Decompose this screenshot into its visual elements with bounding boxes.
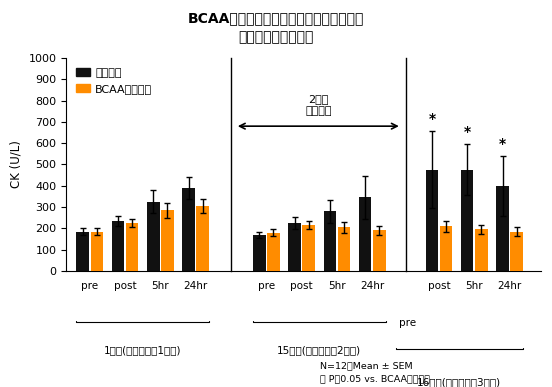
Bar bbox=[197, 206, 209, 271]
Bar bbox=[359, 197, 371, 271]
Bar bbox=[76, 231, 89, 271]
Bar bbox=[475, 229, 487, 271]
Text: N=12，Mean ± SEM
＊ P＜0.05 vs. BCAA含有飲料: N=12，Mean ± SEM ＊ P＜0.05 vs. BCAA含有飲料 bbox=[320, 361, 430, 383]
Legend: プラセボ, BCAA含有飲料: プラセボ, BCAA含有飲料 bbox=[72, 63, 157, 98]
Text: 15日目(トライアル2回目): 15日目(トライアル2回目) bbox=[277, 346, 362, 355]
Bar bbox=[267, 233, 280, 271]
Bar bbox=[288, 223, 301, 271]
Bar bbox=[496, 186, 509, 271]
Text: *: * bbox=[499, 137, 506, 151]
Bar bbox=[126, 223, 139, 271]
Bar bbox=[253, 235, 266, 271]
Bar bbox=[182, 188, 195, 271]
Bar bbox=[323, 211, 336, 271]
Text: 2週間
継続摂取: 2週間 継続摂取 bbox=[305, 94, 332, 115]
Text: pre: pre bbox=[399, 318, 416, 328]
Text: BCAA含有飲料の継続摂取が連続運動時の
筋損傷に及ぼす影響: BCAA含有飲料の継続摂取が連続運動時の 筋損傷に及ぼす影響 bbox=[188, 12, 364, 44]
Text: 1日目(トライアル1回目): 1日目(トライアル1回目) bbox=[104, 346, 182, 355]
Bar bbox=[161, 210, 174, 271]
Text: 16日目(トライアル3回目): 16日目(トライアル3回目) bbox=[417, 377, 501, 387]
Bar bbox=[511, 231, 523, 271]
Bar bbox=[440, 226, 452, 271]
Text: *: * bbox=[464, 125, 471, 139]
Bar bbox=[147, 202, 160, 271]
Text: *: * bbox=[428, 112, 436, 126]
Bar bbox=[302, 225, 315, 271]
Bar bbox=[112, 221, 124, 271]
Y-axis label: CK (U/L): CK (U/L) bbox=[10, 140, 23, 188]
Bar bbox=[338, 227, 351, 271]
Bar bbox=[373, 230, 386, 271]
Bar bbox=[461, 170, 474, 271]
Bar bbox=[426, 170, 438, 271]
Bar bbox=[91, 231, 103, 271]
